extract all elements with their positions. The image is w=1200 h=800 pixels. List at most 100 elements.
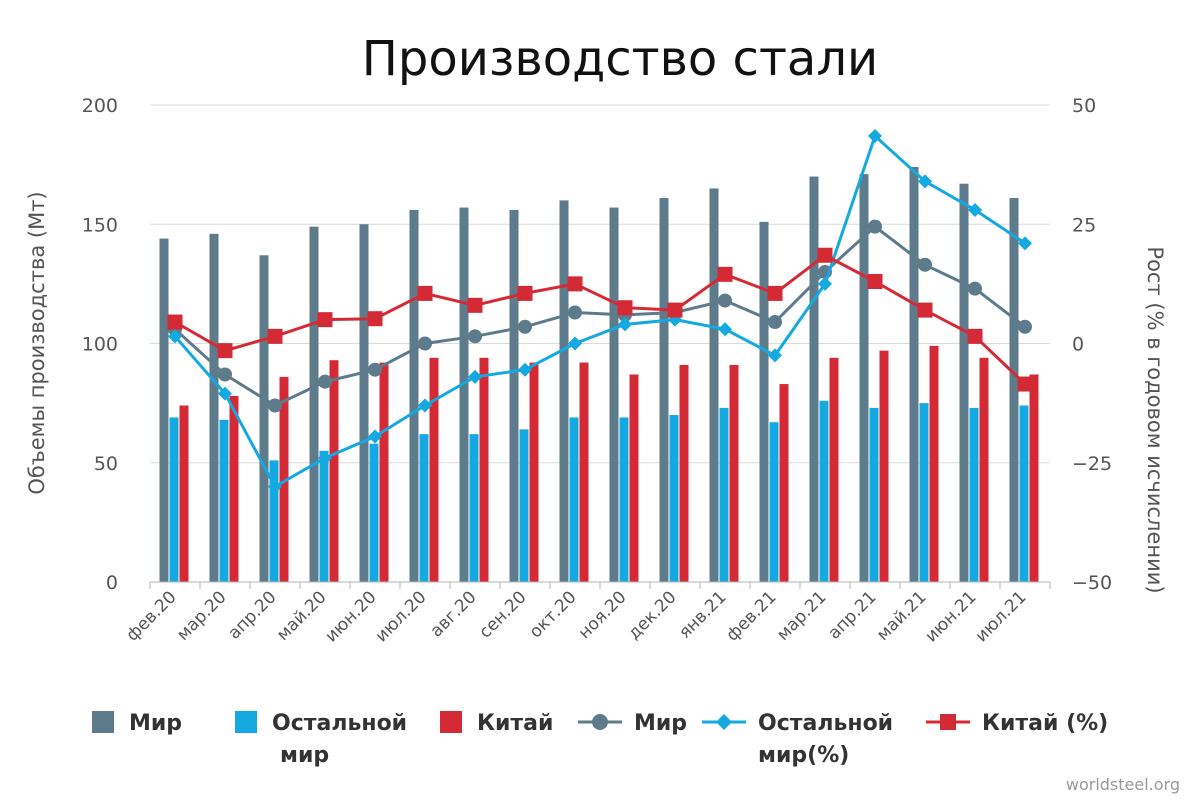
line-point <box>968 202 982 217</box>
line-point <box>1018 236 1032 251</box>
bar <box>179 405 189 582</box>
bar <box>329 360 339 582</box>
x-tick-label: апр.21 <box>824 587 880 643</box>
bar <box>509 209 519 582</box>
line-point <box>268 479 282 494</box>
bar <box>929 345 939 582</box>
legend-label: Китай <box>477 711 553 736</box>
line-point <box>718 293 732 308</box>
line-point <box>1018 319 1032 334</box>
x-tick-label: фев.20 <box>123 587 181 645</box>
y-axis-label-right: Рост (% в годовом исчислении) <box>1143 246 1167 593</box>
line-point <box>217 343 233 359</box>
legend-label: мир(%) <box>758 743 849 768</box>
line-point <box>468 329 482 344</box>
bar <box>159 238 169 582</box>
line-point <box>568 336 582 351</box>
line-point <box>167 314 183 330</box>
y-tick-right: −25 <box>1072 453 1112 475</box>
legend-swatch <box>440 711 462 733</box>
x-tick-label: июн.21 <box>921 587 980 646</box>
y-tick-right: −50 <box>1072 572 1112 594</box>
bar <box>459 207 469 582</box>
legend-swatch <box>92 711 114 733</box>
bar <box>829 357 839 582</box>
y-tick-left: 50 <box>94 453 118 475</box>
bars <box>159 167 1039 583</box>
legend-label: Мир <box>634 711 687 736</box>
line-point <box>468 369 482 384</box>
line-point <box>918 257 932 272</box>
y-axis-label-left: Объемы производства (Мт) <box>25 191 49 494</box>
bar <box>959 183 969 582</box>
bar <box>219 419 229 582</box>
x-tick-label: фев.21 <box>723 587 781 645</box>
line-point <box>568 305 582 320</box>
y-tick-right: 0 <box>1072 334 1084 356</box>
bar <box>469 434 479 582</box>
bar <box>1029 374 1039 582</box>
line-point <box>518 362 532 377</box>
line-point <box>418 398 432 413</box>
series-line <box>174 253 1027 386</box>
series-line <box>173 224 1026 408</box>
line-point <box>768 315 782 330</box>
line-point <box>767 285 783 301</box>
bar <box>279 376 289 582</box>
series-line <box>173 133 1026 489</box>
bar <box>719 407 729 582</box>
x-tick-label: мар.20 <box>173 587 230 644</box>
bar <box>209 233 219 583</box>
gridlines <box>150 104 1050 464</box>
bar <box>479 357 489 582</box>
source-label: worldsteel.org <box>1066 775 1180 794</box>
bar <box>859 174 869 583</box>
line-point <box>818 276 832 291</box>
line-point <box>940 714 956 730</box>
bar <box>679 364 689 582</box>
line-point <box>218 386 232 401</box>
bar <box>269 460 279 582</box>
x-tick-label: июн.20 <box>321 587 380 646</box>
legend-label: Китай (%) <box>982 711 1108 736</box>
bar <box>659 198 669 582</box>
line-point <box>868 219 882 234</box>
bar <box>759 221 769 583</box>
bar <box>819 400 829 582</box>
y-tick-left: 150 <box>82 214 118 236</box>
x-tick-label: ноя.20 <box>575 587 631 643</box>
legend-label: Остальной <box>272 711 407 736</box>
line-point <box>718 322 732 337</box>
line-point <box>618 317 632 332</box>
line-point <box>716 714 732 730</box>
bar <box>979 357 989 582</box>
bar <box>309 226 319 582</box>
line-point <box>418 336 432 351</box>
line-point <box>218 367 232 382</box>
x-tick-label: авг.20 <box>427 587 481 641</box>
bar <box>769 422 779 582</box>
x-tick-label: июл.20 <box>372 587 431 646</box>
line-point <box>917 302 933 318</box>
x-tick-label: мар.21 <box>773 587 830 644</box>
x-tick-label: май.20 <box>273 587 331 645</box>
y-tick-right: 25 <box>1072 214 1096 236</box>
bar <box>869 407 879 582</box>
line-point <box>717 266 733 282</box>
bar <box>1019 405 1029 582</box>
bar <box>169 417 179 582</box>
bar <box>429 357 439 582</box>
legend-swatch <box>235 711 257 733</box>
bar <box>909 167 919 582</box>
bar <box>229 395 239 582</box>
x-tick-label: апр.20 <box>224 587 280 643</box>
bar <box>779 384 789 582</box>
y-tick-left: 200 <box>82 95 118 117</box>
bar <box>1009 198 1019 582</box>
legend-label: мир <box>280 743 329 768</box>
bar <box>359 224 369 582</box>
bar <box>579 362 589 582</box>
lines <box>167 129 1033 494</box>
line-point <box>168 329 182 344</box>
